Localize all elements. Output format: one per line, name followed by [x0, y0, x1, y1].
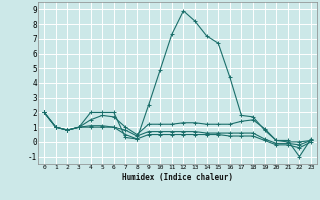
X-axis label: Humidex (Indice chaleur): Humidex (Indice chaleur) — [122, 173, 233, 182]
